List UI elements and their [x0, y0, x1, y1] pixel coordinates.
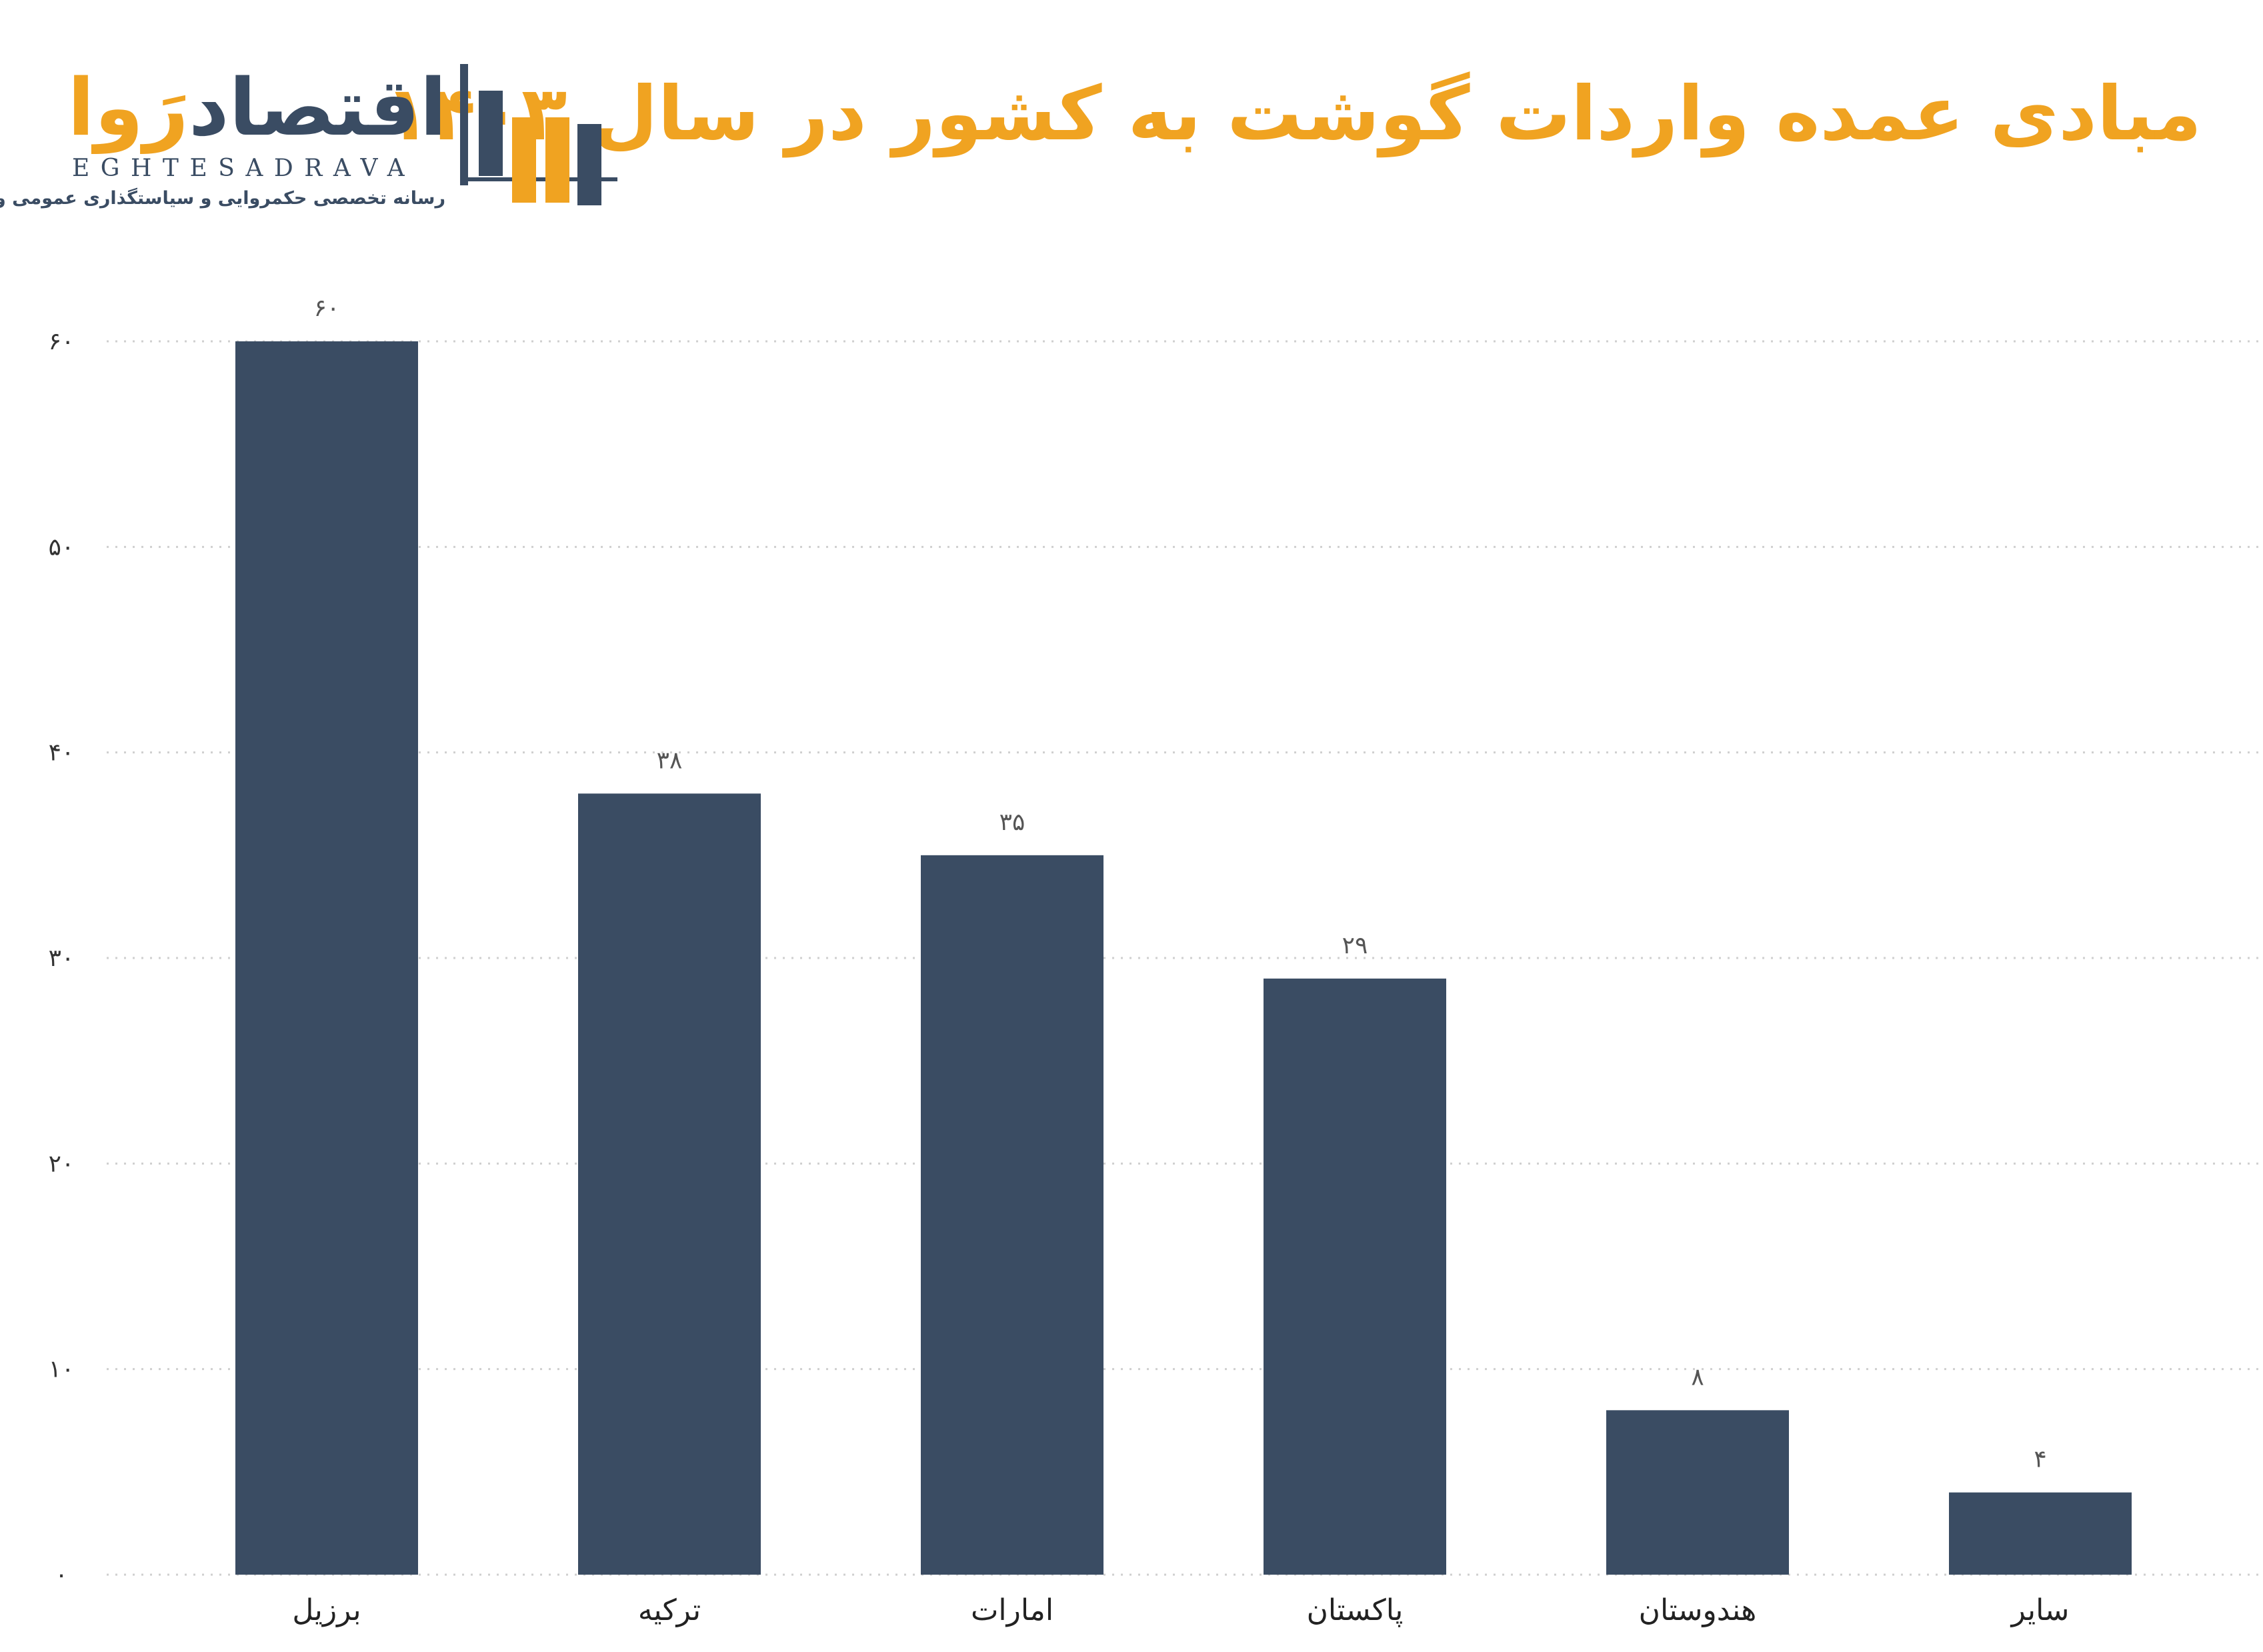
y-tick-label: ۲۰ — [49, 1150, 75, 1177]
data-label: ۴ — [2034, 1446, 2046, 1473]
logo-wordmark: اقتصادرَوا — [67, 57, 447, 157]
y-tick-label: ۰ — [55, 1561, 67, 1589]
bar — [578, 793, 761, 1575]
logo-word-part1: اقتصاد — [188, 61, 447, 153]
y-tick-label: ۳۰ — [49, 945, 75, 972]
data-label: ۳۸ — [657, 747, 683, 774]
x-tick-label: هندوستان — [1639, 1593, 1757, 1627]
page-title: مبادی عمده واردات گوشت به کشور در سال ۱۴… — [384, 71, 2202, 157]
logo-mark-icon — [460, 64, 617, 205]
logo-latin-text: EGHTESADRAVA — [72, 155, 416, 182]
data-label: ۶۰ — [314, 295, 340, 322]
x-tick-label: برزیل — [292, 1593, 361, 1627]
bar — [235, 341, 418, 1575]
y-tick-label: ۵۰ — [49, 533, 75, 561]
bar — [1606, 1410, 1789, 1575]
data-label: ۳۵ — [999, 809, 1025, 836]
bar — [1949, 1492, 2132, 1575]
x-tick-label: ترکیه — [638, 1593, 701, 1627]
logo-tagline: رسانه تخصصی حکمروایی و سیاستگذاری عمومی … — [0, 188, 445, 209]
x-tick-label: امارات — [971, 1593, 1053, 1627]
data-label: ۸ — [1691, 1363, 1704, 1391]
data-label: ۲۹ — [1342, 932, 1368, 959]
y-tick-label: ۴۰ — [49, 739, 75, 767]
x-tick-label: پاکستان — [1307, 1593, 1404, 1627]
y-tick-label: ۱۰ — [49, 1356, 75, 1383]
logo-word-part2: رَوا — [67, 61, 189, 153]
bar — [1264, 978, 1446, 1575]
y-tick-label: ۶۰ — [49, 328, 75, 355]
x-tick-label: سایر — [2010, 1593, 2070, 1627]
logo: اقتصادرَوا EGHTESADRAVA رسانه تخصصی حکمر… — [0, 57, 620, 231]
bar — [921, 855, 1103, 1575]
